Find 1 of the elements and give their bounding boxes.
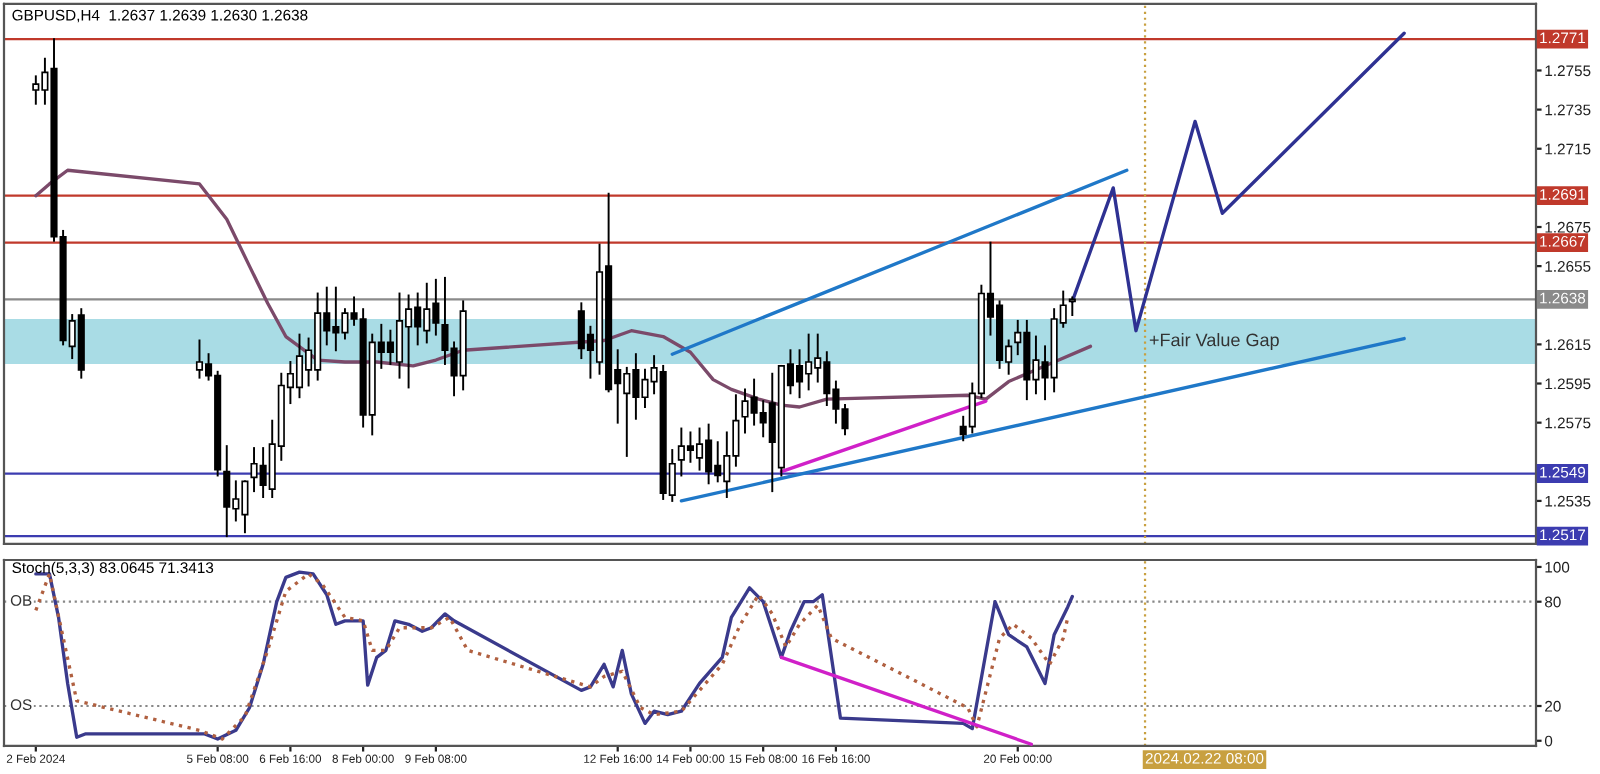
band-label: +Fair Value Gap [1149, 333, 1279, 350]
